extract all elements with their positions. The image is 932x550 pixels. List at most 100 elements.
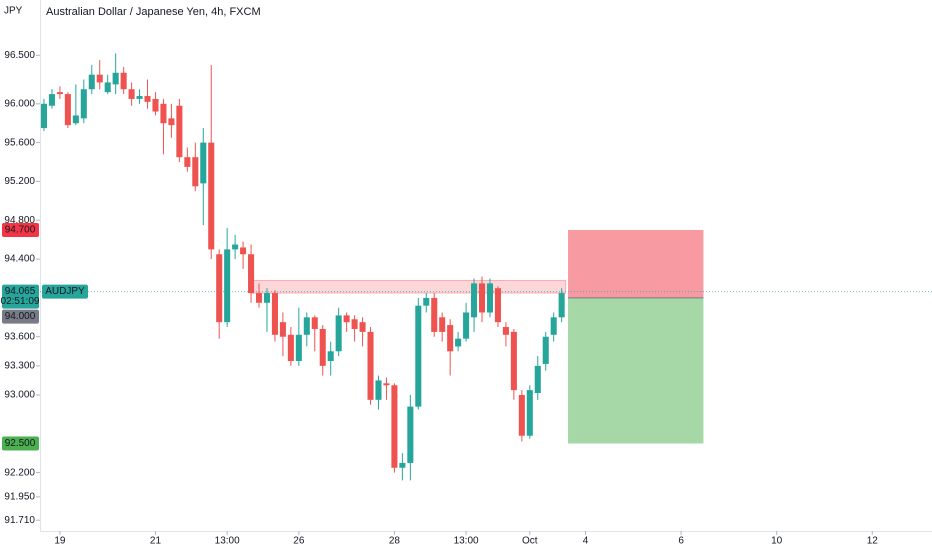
entry-price-label: 94.000 [5,311,36,322]
x-tick-label: 26 [293,536,305,547]
candle-body [295,334,302,361]
candle-body [463,312,470,339]
candle-body [415,305,422,407]
x-tick-label: 28 [389,536,401,547]
candle-body [192,157,199,187]
candle-body [120,72,127,90]
candle-body [152,98,159,112]
candle-body [184,157,191,167]
entry-price-label-bg [2,309,39,324]
stop-price-label: 94.700 [5,225,36,236]
candle-body [502,327,509,335]
candle-body [160,103,167,124]
candle-body [542,336,549,364]
candle-body [128,89,135,99]
candle-body [423,297,430,306]
candle-body [287,334,294,361]
candle-body [391,385,398,468]
candle-body [550,317,557,335]
candle-body [144,96,151,102]
x-tick-label: 6 [678,536,684,547]
candle-body [343,315,350,323]
y-tick-label: 96.000 [4,98,35,109]
y-tick-label: 93.600 [4,331,35,342]
candle-body [335,315,342,352]
candle-body [486,283,494,313]
x-tick-label: 21 [150,536,162,547]
candle-body [327,351,334,361]
candle-body [471,283,478,318]
candle-body [136,96,143,99]
target-price-label: 92.500 [5,438,36,449]
y-tick-label: 91.950 [4,492,35,503]
candle-body [431,297,438,332]
stop-zone [568,229,704,298]
x-tick-label: 12 [867,536,879,547]
x-tick-label: Oct [522,536,538,547]
candle-body [558,293,565,318]
candle-body [240,247,247,255]
candle-body [526,390,533,436]
y-tick-label: 94.400 [4,254,35,265]
y-tick-label: 95.200 [4,176,35,187]
candle-body [375,380,382,400]
candle-body [279,322,286,337]
candle-body [510,331,517,391]
candle-body [271,293,278,335]
y-tick-label: 94.800 [4,215,35,226]
candle-body [447,325,454,352]
candle-body [64,94,71,126]
y-tick-label: 96.500 [4,50,35,61]
candle-body [48,94,55,106]
countdown: 02:51:09 [1,296,40,307]
x-tick-label: 10 [771,536,783,547]
candle-body [534,365,541,394]
last-price-label-bg [2,284,39,309]
candle-body [351,319,358,329]
candle-body [88,74,95,90]
candle-body [303,317,310,335]
x-tick-label: 19 [54,536,66,547]
candle-body [383,383,390,386]
candle-body [518,394,525,436]
candle-body [96,74,103,83]
candle-body [407,406,414,463]
candle-body [232,244,239,250]
candle-body [200,142,207,184]
candle-body [112,72,119,85]
candle-body [359,322,366,332]
candle-body [439,317,446,332]
candle-body [208,142,215,250]
candle-body [494,288,501,323]
candle-body [367,331,374,400]
candle-body [224,249,231,323]
candle-body [263,293,271,303]
y-tick-label: 91.710 [4,515,35,526]
chart-title: Australian Dollar / Japanese Yen, 4h, FX… [46,6,261,18]
candle-body [176,105,183,158]
candle-body [216,254,223,323]
y-tick-label: 93.000 [4,390,35,401]
x-tick-label: 4 [583,536,589,547]
candle-body [40,103,48,129]
candle-body [455,338,462,347]
x-tick-label: 13:00 [215,536,240,547]
candle-body [104,82,111,93]
target-price-label-bg [2,436,39,451]
last-price-label: 94.065 [5,286,36,297]
symbol-tag-bg [42,284,88,299]
candle-body [319,328,326,366]
y-tick-label: 93.300 [4,360,35,371]
symbol-tag: AUDJPY [45,286,85,297]
candle-body [311,317,318,329]
y-tick-label: 95.600 [4,137,35,148]
candle-body [80,89,87,119]
candle-body [168,118,175,126]
stop-price-label-bg [2,222,39,237]
candle-body [478,283,486,313]
y-tick-label: 92.200 [4,467,35,478]
candle-body [255,293,263,303]
